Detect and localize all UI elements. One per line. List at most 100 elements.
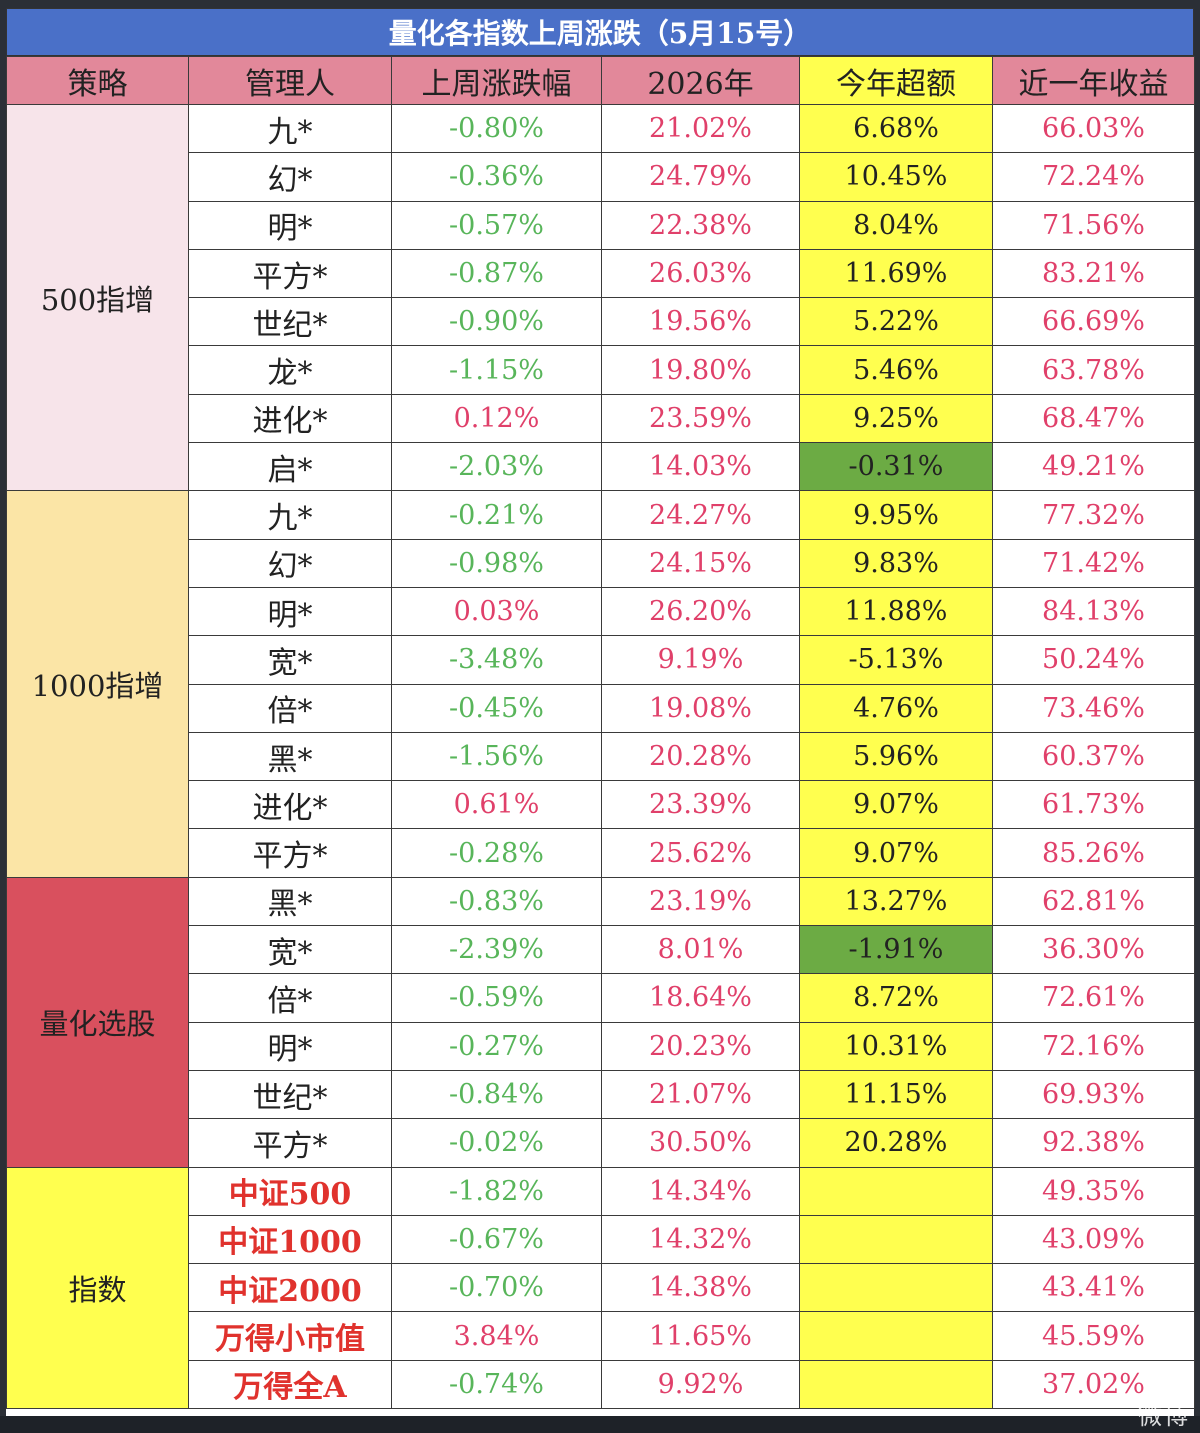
one-year-cell: 66.03% xyxy=(992,103,1195,154)
excess-cell: 9.25% xyxy=(799,393,993,444)
excess-cell: 11.69% xyxy=(799,248,993,299)
strategy-cell: 指数 xyxy=(6,1166,189,1410)
ytd-cell: 26.03% xyxy=(601,248,800,299)
one-year-cell: 37.02% xyxy=(992,1359,1195,1410)
table-row: 明* 0.03% 26.20% 11.88% 84.13% xyxy=(7,586,1195,637)
table-row: 平方* -0.28% 25.62% 9.07% 85.26% xyxy=(7,828,1195,878)
ytd-cell: 21.02% xyxy=(601,103,800,154)
col-header-one-year: 近一年收益 xyxy=(992,56,1195,105)
manager-cell: 宽* xyxy=(188,925,392,975)
excess-cell xyxy=(799,1263,993,1313)
one-year-cell: 60.37% xyxy=(992,731,1195,782)
week-change-cell: -0.57% xyxy=(391,200,602,250)
manager-cell: 世纪* xyxy=(188,1069,392,1120)
table-row: 进化* 0.61% 23.39% 9.07% 61.73% xyxy=(7,780,1195,830)
week-change-cell: -3.48% xyxy=(391,635,602,685)
table-row: 启* -2.03% 14.03% -0.31% 49.21% xyxy=(7,442,1195,492)
excess-cell: 9.95% xyxy=(799,490,993,540)
week-change-cell: -0.90% xyxy=(391,297,602,347)
ytd-cell: 19.08% xyxy=(601,683,800,733)
manager-cell: 中证500 xyxy=(188,1166,392,1216)
ytd-cell: 23.39% xyxy=(601,780,800,830)
table-row: 龙* -1.15% 19.80% 5.46% 63.78% xyxy=(7,345,1195,395)
manager-cell: 平方* xyxy=(188,1118,392,1168)
manager-cell: 九* xyxy=(188,490,392,540)
table-row: 世纪* -0.84% 21.07% 11.15% 69.93% xyxy=(7,1069,1195,1120)
table-row: 指数 中证500 -1.82% 14.34% 49.35% xyxy=(6,1166,1195,1410)
week-change-cell: -0.28% xyxy=(391,828,602,878)
one-year-cell: 50.24% xyxy=(992,635,1195,685)
table-row: 幻* -0.36% 24.79% 10.45% 72.24% xyxy=(7,152,1195,202)
ytd-cell: 24.15% xyxy=(601,538,800,588)
one-year-cell: 84.13% xyxy=(992,586,1195,637)
manager-cell: 龙* xyxy=(188,345,392,395)
one-year-cell: 43.41% xyxy=(992,1263,1195,1313)
week-change-cell: -2.39% xyxy=(391,925,602,975)
week-change-cell: -0.80% xyxy=(391,103,602,154)
week-change-cell: -0.98% xyxy=(391,538,602,588)
excess-cell: 11.88% xyxy=(799,586,993,637)
week-change-cell: -0.84% xyxy=(391,1069,602,1120)
week-change-cell: -0.36% xyxy=(391,152,602,202)
one-year-cell: 77.32% xyxy=(992,490,1195,540)
manager-cell: 倍* xyxy=(188,683,392,733)
excess-cell xyxy=(799,1166,993,1216)
ytd-cell: 23.59% xyxy=(601,393,800,444)
table-row: 黑* -1.56% 20.28% 5.96% 60.37% xyxy=(7,731,1195,782)
table-row: 中证1000 -0.67% 14.32% 43.09% xyxy=(7,1214,1195,1265)
excess-cell: -0.31% xyxy=(799,442,993,492)
manager-cell: 世纪* xyxy=(188,297,392,347)
col-header-manager: 管理人 xyxy=(188,56,392,105)
week-change-cell: -0.70% xyxy=(391,1263,602,1313)
one-year-cell: 92.38% xyxy=(992,1118,1195,1168)
manager-cell: 平方* xyxy=(188,248,392,299)
excess-cell: 9.07% xyxy=(799,828,993,878)
excess-cell: 8.72% xyxy=(799,973,993,1023)
col-header-excess: 今年超额 xyxy=(799,56,993,105)
week-change-cell: -0.67% xyxy=(391,1214,602,1265)
col-header-strategy: 策略 xyxy=(6,56,189,105)
one-year-cell: 83.21% xyxy=(992,248,1195,299)
week-change-cell: -2.03% xyxy=(391,442,602,492)
table-row: 万得小市值 3.84% 11.65% 45.59% xyxy=(7,1311,1195,1361)
excess-cell: 5.46% xyxy=(799,345,993,395)
ytd-cell: 14.34% xyxy=(601,1166,800,1216)
week-change-cell: -0.45% xyxy=(391,683,602,733)
manager-cell: 宽* xyxy=(188,635,392,685)
one-year-cell: 62.81% xyxy=(992,876,1195,927)
manager-cell: 黑* xyxy=(188,731,392,782)
one-year-cell: 72.61% xyxy=(992,973,1195,1023)
table-body: 500指增 九* -0.80% 21.02% 6.68% 66.03% 幻* -0.36% 24… xyxy=(6,103,1195,1410)
manager-cell: 万得全A xyxy=(188,1359,392,1410)
table-row: 平方* -0.02% 30.50% 20.28% 92.38% xyxy=(7,1118,1195,1168)
excess-cell: 20.28% xyxy=(799,1118,993,1168)
week-change-cell: 0.61% xyxy=(391,780,602,830)
manager-cell: 幻* xyxy=(188,538,392,588)
table-row: 宽* -3.48% 9.19% -5.13% 50.24% xyxy=(7,635,1195,685)
strategy-cell: 500指增 xyxy=(6,103,189,492)
ytd-cell: 11.65% xyxy=(601,1311,800,1361)
table-row: 量化选股 黑* -0.83% 23.19% 13.27% 62.81% xyxy=(6,876,1195,1168)
one-year-cell: 49.21% xyxy=(992,442,1195,492)
manager-cell: 万得小市值 xyxy=(188,1311,392,1361)
week-change-cell: -0.21% xyxy=(391,490,602,540)
week-change-cell: -0.59% xyxy=(391,973,602,1023)
one-year-cell: 73.46% xyxy=(992,683,1195,733)
ytd-cell: 30.50% xyxy=(601,1118,800,1168)
ytd-cell: 14.32% xyxy=(601,1214,800,1265)
ytd-cell: 14.38% xyxy=(601,1263,800,1313)
header-row: 策略 管理人 上周涨跌幅 2026年 今年超额 近一年收益 xyxy=(6,56,1195,105)
manager-cell: 明* xyxy=(188,1021,392,1071)
one-year-cell: 49.35% xyxy=(992,1166,1195,1216)
excess-cell: 10.45% xyxy=(799,152,993,202)
manager-cell: 九* xyxy=(188,103,392,154)
week-change-cell: -0.27% xyxy=(391,1021,602,1071)
ytd-cell: 9.19% xyxy=(601,635,800,685)
manager-cell: 黑* xyxy=(188,876,392,927)
week-change-cell: -0.83% xyxy=(391,876,602,927)
week-change-cell: -0.74% xyxy=(391,1359,602,1410)
table-row: 宽* -2.39% 8.01% -1.91% 36.30% xyxy=(7,925,1195,975)
ytd-cell: 19.56% xyxy=(601,297,800,347)
ytd-cell: 26.20% xyxy=(601,586,800,637)
excess-cell: -5.13% xyxy=(799,635,993,685)
